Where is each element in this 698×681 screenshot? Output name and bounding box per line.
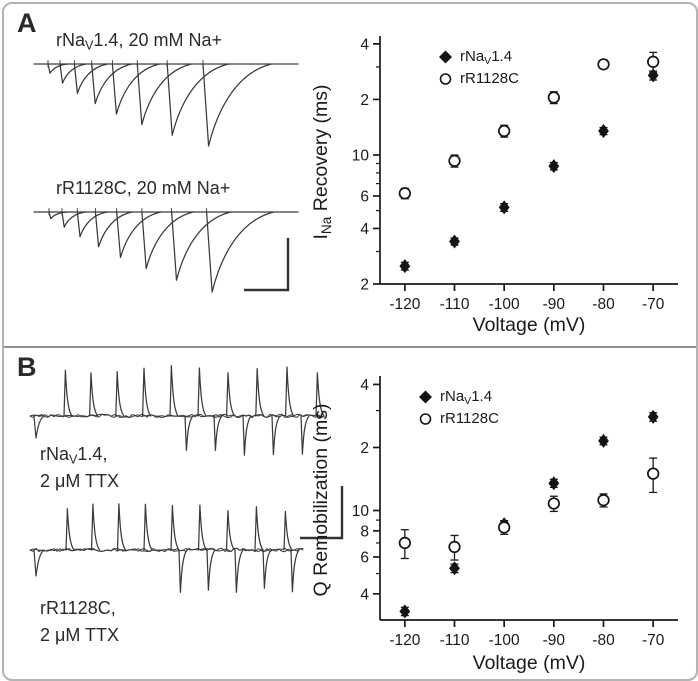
gating-traces-rnav14-ttx xyxy=(29,364,325,456)
svg-text:-120: -120 xyxy=(389,296,420,313)
legend-item-rr1128c: rR1128C xyxy=(418,408,499,430)
svg-text:-80: -80 xyxy=(592,632,615,649)
svg-text:-70: -70 xyxy=(642,632,665,649)
panel-a-label: A xyxy=(17,8,37,38)
legend-item-rnav14: rNaV1.4 xyxy=(438,46,519,68)
trace-title-rr1128c-ttx: rR1128C, 2 μM TTX xyxy=(40,596,119,647)
title-text: rR1128C, 20 mM Na+ xyxy=(56,178,231,198)
svg-text:-120: -120 xyxy=(389,632,420,649)
gating-traces-rr1128c-ttx xyxy=(29,503,304,594)
title-line2: 2 μM TTX xyxy=(40,470,120,491)
svg-text:4: 4 xyxy=(360,377,369,394)
legend-item-rnav14: rNaV1.4 xyxy=(418,386,499,408)
svg-text:4: 4 xyxy=(360,36,369,53)
x-axis-title: Voltage (mV) xyxy=(472,314,586,336)
svg-text:2: 2 xyxy=(360,277,369,294)
legend-label: rR1128C xyxy=(440,409,499,427)
trace-title-rnav14-ttx: rNaV1.4, 2 μM TTX xyxy=(40,442,119,493)
scale-bar xyxy=(244,238,290,292)
svg-text:-110: -110 xyxy=(440,296,470,313)
title-text: rNa xyxy=(56,30,86,50)
current-traces-rnav14-recovery xyxy=(33,60,299,147)
svg-text:6: 6 xyxy=(360,549,369,566)
open-circle-marker xyxy=(439,73,452,85)
filled-diamond-marker xyxy=(439,50,452,64)
legend: rNaV1.4 rR1128C xyxy=(438,46,519,90)
legend-label: rNaV1.4 xyxy=(460,47,513,67)
legend-label: rR1128C xyxy=(460,69,519,87)
legend: rNaV1.4 rR1128C xyxy=(418,386,499,430)
title-line2: 2 μM TTX xyxy=(40,624,120,645)
title-text: 1.4, 20 mM Na+ xyxy=(93,30,222,50)
panel-b-label: B xyxy=(17,352,37,382)
svg-text:6: 6 xyxy=(360,188,369,205)
svg-text:-110: -110 xyxy=(440,632,470,649)
scatter-plot-remobilization: 4 6 8 10 2 4 -120 -110 -100 -90 -80 -70 xyxy=(352,376,678,649)
scale-bar xyxy=(300,486,344,540)
trace-title-rr1128c-na: rR1128C, 20 mM Na+ xyxy=(56,176,230,203)
svg-text:-90: -90 xyxy=(543,296,566,313)
svg-text:-100: -100 xyxy=(489,632,520,649)
panel-divider xyxy=(4,346,696,348)
recovery-chart: INa Recovery (ms) 2 4 6 10 2 4 -120 -110 -100 -90… xyxy=(306,18,694,346)
svg-text:2: 2 xyxy=(360,92,369,109)
svg-text:10: 10 xyxy=(352,503,370,520)
title-line1: rR1128C, xyxy=(40,598,116,618)
x-axis-title: Voltage (mV) xyxy=(472,652,586,674)
svg-text:4: 4 xyxy=(360,586,369,603)
svg-text:-90: -90 xyxy=(543,632,566,649)
filled-diamond-marker xyxy=(419,390,432,404)
legend-item-rr1128c: rR1128C xyxy=(438,68,519,90)
title-subscript: V xyxy=(85,38,94,53)
svg-text:4: 4 xyxy=(360,221,369,238)
current-traces-rr1128c-recovery xyxy=(33,208,299,293)
svg-text:10: 10 xyxy=(352,148,370,165)
svg-text:-70: -70 xyxy=(642,296,665,313)
svg-text:-100: -100 xyxy=(489,296,520,313)
legend-label: rNaV1.4 xyxy=(440,387,493,407)
svg-text:8: 8 xyxy=(360,523,369,540)
svg-text:-80: -80 xyxy=(592,296,615,313)
open-circle-marker xyxy=(419,413,432,425)
remobilization-chart: Q Remobilization (ms) 4 6 8 10 2 4 -120 -110 -10… xyxy=(306,356,694,679)
svg-text:2: 2 xyxy=(360,440,369,457)
trace-title-rnav14-na: rNaV1.4, 20 mM Na+ xyxy=(56,28,222,55)
scatter-plot-recovery: 2 4 6 10 2 4 -120 -110 -100 -90 -80 -70 xyxy=(352,36,678,313)
title-line1: rNaV1.4, xyxy=(40,444,108,467)
